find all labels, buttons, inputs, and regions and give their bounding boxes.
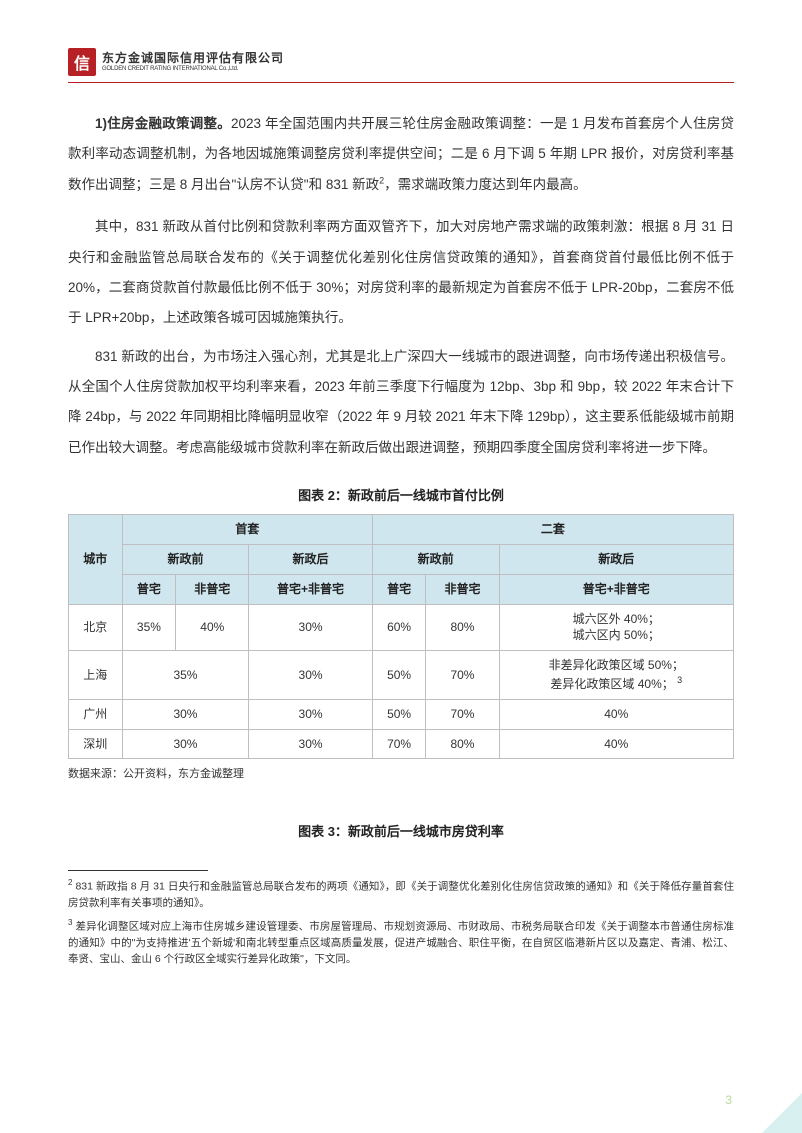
p1-tail: ，需求端政策力度达到年内最高。 — [384, 177, 587, 192]
company-name-cn: 东方金诚国际信用评估有限公司 — [102, 52, 284, 64]
footnote-3-text: 差异化调整区域对应上海市住房城乡建设管理委、市房屋管理局、市规划资源局、市财政局… — [68, 921, 734, 966]
table-cell: 70% — [372, 729, 426, 759]
table-row: 上海35%30%50%70%非差异化政策区域 50%；差异化政策区域 40%； … — [69, 651, 734, 700]
corner-decoration-icon — [762, 1093, 802, 1133]
th-both: 普宅+非普宅 — [249, 574, 372, 604]
footnote-2: 2 831 新政指 8 月 31 日央行和金融监管总局联合发布的两项《通知》，即… — [68, 877, 734, 911]
table-cell: 50% — [372, 651, 426, 700]
th-first-before: 新政前 — [122, 544, 249, 574]
table-cell: 60% — [372, 604, 426, 651]
th-first-after: 新政后 — [249, 544, 372, 574]
table2-caption: 图表 2：新政前后一线城市首付比例 — [68, 485, 734, 504]
p1-lead: 1)住房金融政策调整。 — [95, 116, 231, 131]
table2-head: 城市 首套 二套 新政前 新政后 新政前 新政后 普宅 非普宅 普宅+非普宅 普… — [69, 515, 734, 604]
paragraph-1: 1)住房金融政策调整。2023 年全国范围内共开展三轮住房金融政策调整：一是 1… — [68, 109, 734, 200]
table-cell: 非差异化政策区域 50%；差异化政策区域 40%； 3 — [499, 651, 733, 700]
table-row: 深圳30%30%70%80%40% — [69, 729, 734, 759]
th-both2: 普宅+非普宅 — [499, 574, 733, 604]
th-first: 首套 — [122, 515, 372, 545]
table-cell: 80% — [426, 729, 499, 759]
table-cell: 30% — [249, 651, 372, 700]
table-cell: 北京 — [69, 604, 123, 651]
table-cell: 35% — [122, 651, 249, 700]
table-cell: 80% — [426, 604, 499, 651]
table2-body: 北京35%40%30%60%80%城六区外 40%；城六区内 50%；上海35%… — [69, 604, 734, 759]
logo-text: 东方金诚国际信用评估有限公司 GOLDEN CREDIT RATING INTE… — [102, 52, 284, 72]
table-cell: 上海 — [69, 651, 123, 700]
footnote-rule — [68, 870, 208, 871]
table-cell: 35% — [122, 604, 176, 651]
table-row: 广州30%30%50%70%40% — [69, 699, 734, 729]
page-number: 3 — [725, 1093, 732, 1107]
paragraph-2: 其中，831 新政从首付比例和贷款利率两方面双管齐下，加大对房地产需求端的政策刺… — [68, 212, 734, 334]
page: 信 东方金诚国际信用评估有限公司 GOLDEN CREDIT RATING IN… — [0, 0, 802, 1133]
table-row: 北京35%40%30%60%80%城六区外 40%；城六区内 50%； — [69, 604, 734, 651]
table-cell: 广州 — [69, 699, 123, 729]
table-cell: 40% — [176, 604, 249, 651]
th-second-after: 新政后 — [499, 544, 733, 574]
th-second-before: 新政前 — [372, 544, 499, 574]
th-abnormal: 非普宅 — [176, 574, 249, 604]
header-logo: 信 东方金诚国际信用评估有限公司 GOLDEN CREDIT RATING IN… — [68, 48, 734, 76]
table-cell: 30% — [249, 729, 372, 759]
table-cell: 50% — [372, 699, 426, 729]
footnote-2-text: 831 新政指 8 月 31 日央行和金融监管总局联合发布的两项《通知》，即《关… — [68, 881, 734, 909]
th-normal: 普宅 — [122, 574, 176, 604]
table-cell: 深圳 — [69, 729, 123, 759]
table-cell: 40% — [499, 729, 733, 759]
header-rule — [68, 82, 734, 83]
table2: 城市 首套 二套 新政前 新政后 新政前 新政后 普宅 非普宅 普宅+非普宅 普… — [68, 514, 734, 759]
table-cell: 40% — [499, 699, 733, 729]
paragraph-3: 831 新政的出台，为市场注入强心剂，尤其是北上广深四大一线城市的跟进调整，向市… — [68, 342, 734, 464]
logo-mark-icon: 信 — [68, 48, 96, 76]
table-cell: 30% — [249, 699, 372, 729]
th-city: 城市 — [69, 515, 123, 604]
table-cell: 30% — [122, 699, 249, 729]
th-normal2: 普宅 — [372, 574, 426, 604]
table-cell: 70% — [426, 699, 499, 729]
table-cell: 城六区外 40%；城六区内 50%； — [499, 604, 733, 651]
company-name-en: GOLDEN CREDIT RATING INTERNATIONAL Co.,L… — [102, 66, 284, 72]
table-cell: 30% — [249, 604, 372, 651]
th-second: 二套 — [372, 515, 733, 545]
table-cell: 70% — [426, 651, 499, 700]
table3-caption: 图表 3：新政前后一线城市房贷利率 — [68, 821, 734, 840]
footnote-3: 3 差异化调整区域对应上海市住房城乡建设管理委、市房屋管理局、市规划资源局、市财… — [68, 917, 734, 967]
th-abnormal2: 非普宅 — [426, 574, 499, 604]
table2-source: 数据来源：公开资料，东方金诚整理 — [68, 765, 734, 781]
table-cell: 30% — [122, 729, 249, 759]
